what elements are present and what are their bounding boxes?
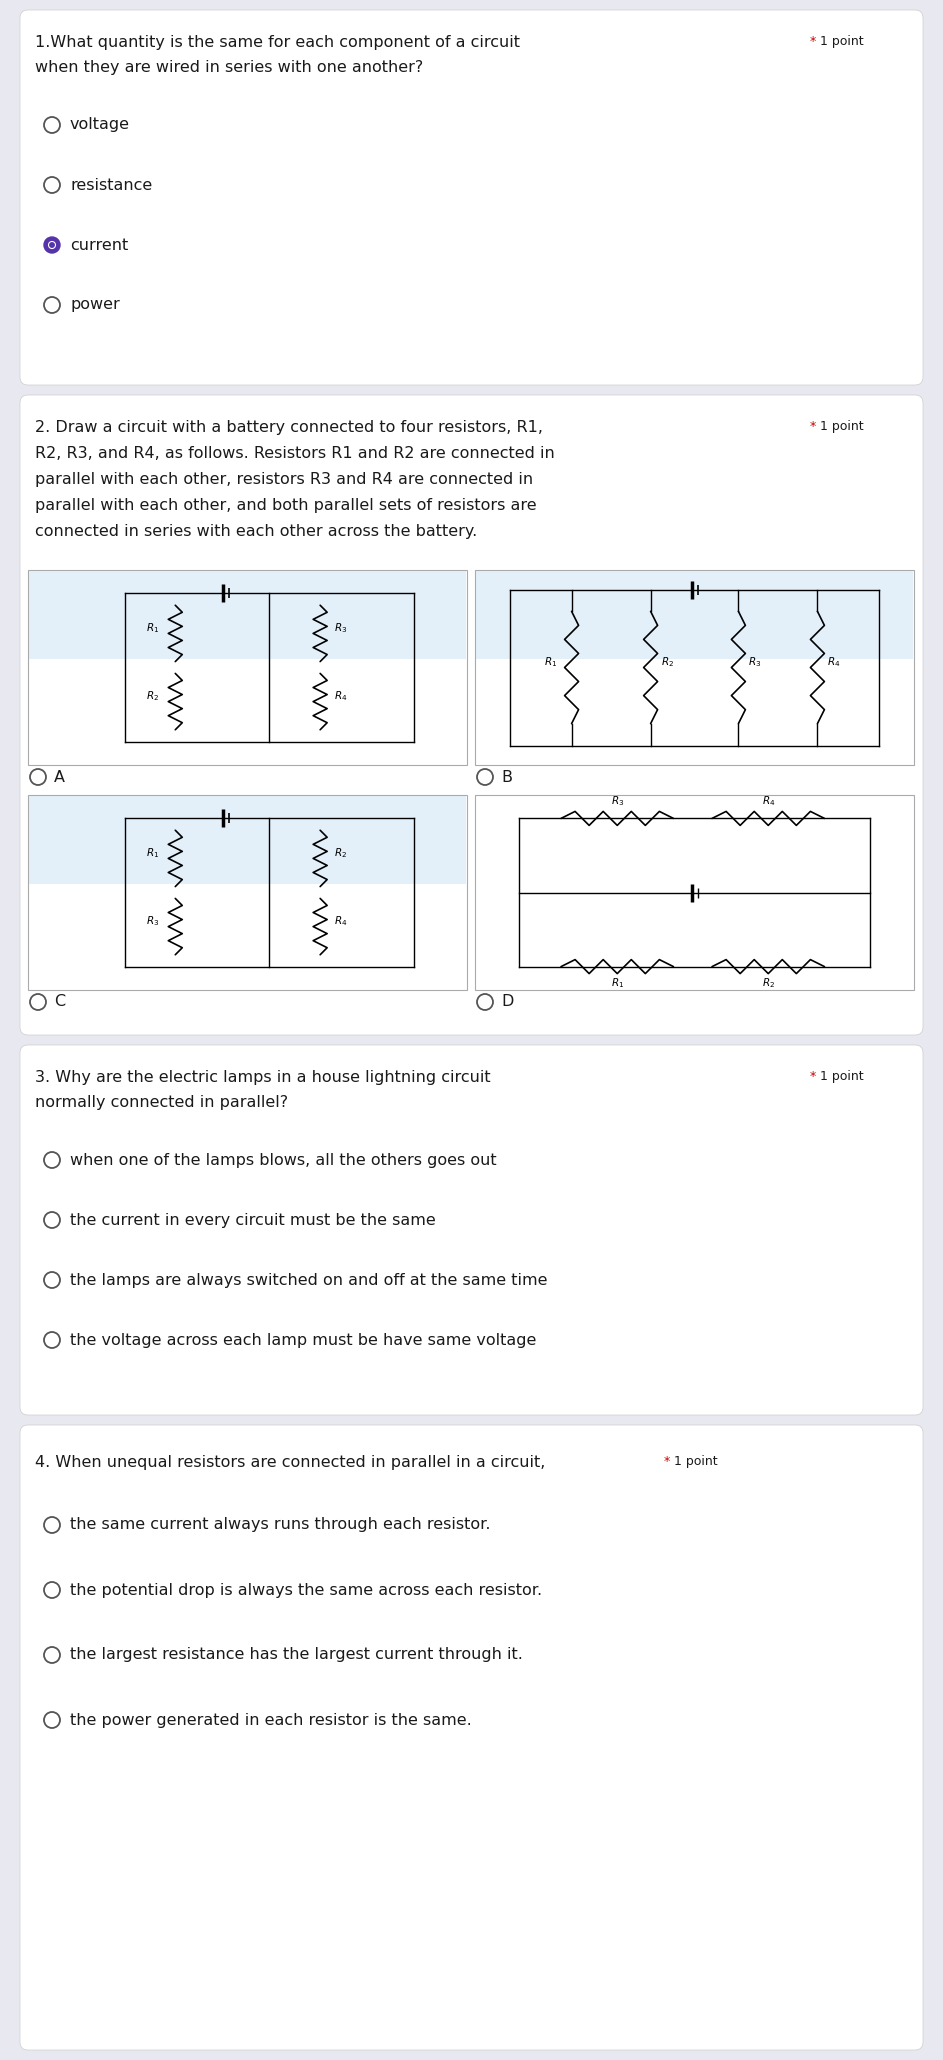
- Text: when one of the lamps blows, all the others goes out: when one of the lamps blows, all the oth…: [70, 1152, 497, 1168]
- Text: $R_2$: $R_2$: [334, 847, 347, 859]
- FancyBboxPatch shape: [28, 571, 467, 764]
- Text: $R_1$: $R_1$: [544, 655, 557, 670]
- Text: current: current: [70, 237, 128, 253]
- Circle shape: [44, 237, 60, 253]
- Circle shape: [44, 1211, 60, 1228]
- Circle shape: [44, 1516, 60, 1533]
- Circle shape: [44, 1712, 60, 1728]
- Bar: [29, 571, 466, 659]
- FancyBboxPatch shape: [475, 795, 914, 991]
- Text: $R_2$: $R_2$: [146, 688, 159, 702]
- Text: resistance: resistance: [70, 177, 152, 192]
- Text: 2. Draw a circuit with a battery connected to four resistors, R1,: 2. Draw a circuit with a battery connect…: [35, 420, 543, 435]
- Text: parallel with each other, and both parallel sets of resistors are: parallel with each other, and both paral…: [35, 499, 537, 513]
- Text: voltage: voltage: [70, 117, 130, 132]
- Text: D: D: [501, 995, 513, 1009]
- Text: when they are wired in series with one another?: when they are wired in series with one a…: [35, 60, 423, 74]
- Text: 4. When unequal resistors are connected in parallel in a circuit,: 4. When unequal resistors are connected …: [35, 1454, 545, 1471]
- Text: $R_3$: $R_3$: [611, 795, 624, 808]
- Bar: [29, 795, 466, 884]
- Text: the same current always runs through each resistor.: the same current always runs through eac…: [70, 1518, 490, 1533]
- FancyBboxPatch shape: [20, 10, 923, 385]
- Text: $R_3$: $R_3$: [146, 915, 159, 927]
- FancyBboxPatch shape: [20, 1044, 923, 1415]
- Text: $R_4$: $R_4$: [334, 915, 348, 927]
- Text: $R_4$: $R_4$: [334, 688, 348, 702]
- Text: the lamps are always switched on and off at the same time: the lamps are always switched on and off…: [70, 1273, 548, 1288]
- Text: 1 point: 1 point: [820, 35, 864, 47]
- Circle shape: [44, 297, 60, 313]
- Text: $R_4$: $R_4$: [827, 655, 841, 670]
- Text: the largest resistance has the largest current through it.: the largest resistance has the largest c…: [70, 1648, 522, 1662]
- Text: the voltage across each lamp must be have same voltage: the voltage across each lamp must be hav…: [70, 1333, 537, 1347]
- Circle shape: [477, 995, 493, 1009]
- Text: $R_3$: $R_3$: [749, 655, 762, 670]
- Text: $R_2$: $R_2$: [661, 655, 673, 670]
- FancyBboxPatch shape: [28, 795, 467, 991]
- Circle shape: [50, 243, 55, 247]
- Circle shape: [49, 241, 56, 249]
- Text: $R_1$: $R_1$: [611, 976, 624, 991]
- Text: connected in series with each other across the battery.: connected in series with each other acro…: [35, 523, 477, 540]
- Circle shape: [477, 768, 493, 785]
- Circle shape: [30, 995, 46, 1009]
- Text: $R_2$: $R_2$: [762, 976, 775, 991]
- Bar: [476, 571, 913, 659]
- Text: 1 point: 1 point: [820, 420, 864, 433]
- Circle shape: [44, 1582, 60, 1599]
- Text: A: A: [54, 770, 65, 785]
- Text: $R_1$: $R_1$: [146, 847, 159, 859]
- Circle shape: [30, 768, 46, 785]
- Text: the power generated in each resistor is the same.: the power generated in each resistor is …: [70, 1712, 472, 1728]
- Text: normally connected in parallel?: normally connected in parallel?: [35, 1096, 289, 1110]
- Text: 1.What quantity is the same for each component of a circuit: 1.What quantity is the same for each com…: [35, 35, 520, 49]
- Text: *: *: [810, 420, 817, 433]
- Text: $R_3$: $R_3$: [334, 620, 347, 634]
- Text: C: C: [54, 995, 65, 1009]
- Text: 1 point: 1 point: [820, 1069, 864, 1084]
- Circle shape: [44, 117, 60, 134]
- FancyBboxPatch shape: [475, 571, 914, 764]
- Text: $R_4$: $R_4$: [762, 795, 775, 808]
- Text: the potential drop is always the same across each resistor.: the potential drop is always the same ac…: [70, 1582, 542, 1596]
- Circle shape: [44, 1152, 60, 1168]
- Circle shape: [44, 1271, 60, 1288]
- Circle shape: [44, 1333, 60, 1347]
- Text: 3. Why are the electric lamps in a house lightning circuit: 3. Why are the electric lamps in a house…: [35, 1069, 490, 1086]
- Text: *: *: [810, 35, 817, 47]
- Text: *: *: [810, 1069, 817, 1084]
- FancyBboxPatch shape: [20, 396, 923, 1034]
- FancyBboxPatch shape: [20, 1426, 923, 2050]
- Circle shape: [44, 1648, 60, 1662]
- Text: R2, R3, and R4, as follows. Resistors R1 and R2 are connected in: R2, R3, and R4, as follows. Resistors R1…: [35, 447, 554, 461]
- Text: the current in every circuit must be the same: the current in every circuit must be the…: [70, 1213, 436, 1228]
- Text: *: *: [660, 1454, 670, 1469]
- Text: 1 point: 1 point: [670, 1454, 718, 1469]
- Text: parallel with each other, resistors R3 and R4 are connected in: parallel with each other, resistors R3 a…: [35, 472, 533, 486]
- Text: B: B: [501, 770, 512, 785]
- Circle shape: [44, 177, 60, 194]
- Text: power: power: [70, 297, 120, 313]
- Text: $R_1$: $R_1$: [146, 620, 159, 634]
